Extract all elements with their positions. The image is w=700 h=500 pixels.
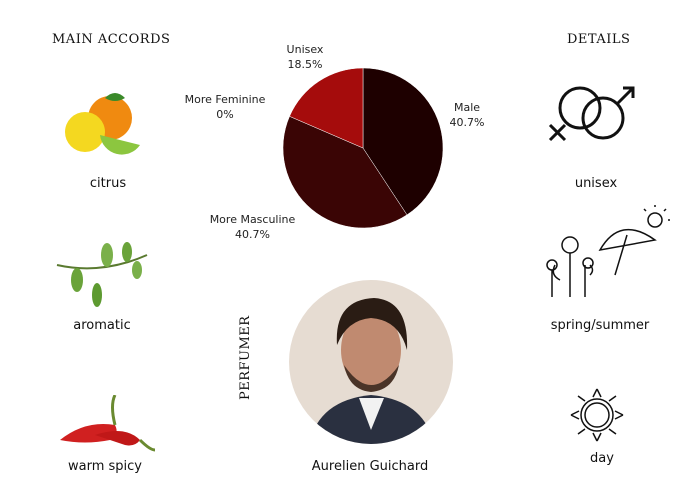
pie-label-male: Male 40.7% — [449, 101, 485, 129]
main-accords-heading: MAIN ACCORDS — [52, 32, 171, 47]
sun-icon — [570, 388, 624, 442]
detail-day: day — [590, 451, 614, 466]
accord-aromatic: aromatic — [73, 318, 131, 333]
perfumer-name[interactable]: Aurelien Guichard — [311, 459, 429, 474]
pie-label-unisex: Unisex 18.5% — [286, 43, 324, 71]
details-heading: DETAILS — [567, 32, 631, 47]
detail-unisex: unisex — [574, 176, 618, 191]
gender-symbols-icon — [548, 86, 635, 142]
pie-slice-unisex[interactable] — [289, 67, 364, 149]
pie-label-more-feminine: More Feminine 0% — [184, 93, 266, 121]
perfumer-heading: PERFUMER — [238, 315, 253, 400]
herb-sprig-icon — [56, 242, 148, 307]
pie-label-more-masculine: More Masculine 40.7% — [209, 213, 296, 241]
pie-slice-more-masculine[interactable] — [282, 115, 408, 229]
flowers-umbrella-sun-icon — [546, 205, 670, 297]
accord-citrus: citrus — [89, 176, 127, 191]
detail-spring-summer: spring/summer — [550, 318, 650, 333]
perfumer-photo[interactable] — [289, 280, 453, 444]
citrus-fruit-icon — [65, 93, 140, 155]
gender-pie-chart — [282, 67, 444, 229]
accord-warm-spicy: warm spicy — [68, 459, 142, 474]
chili-pepper-icon — [60, 395, 156, 452]
